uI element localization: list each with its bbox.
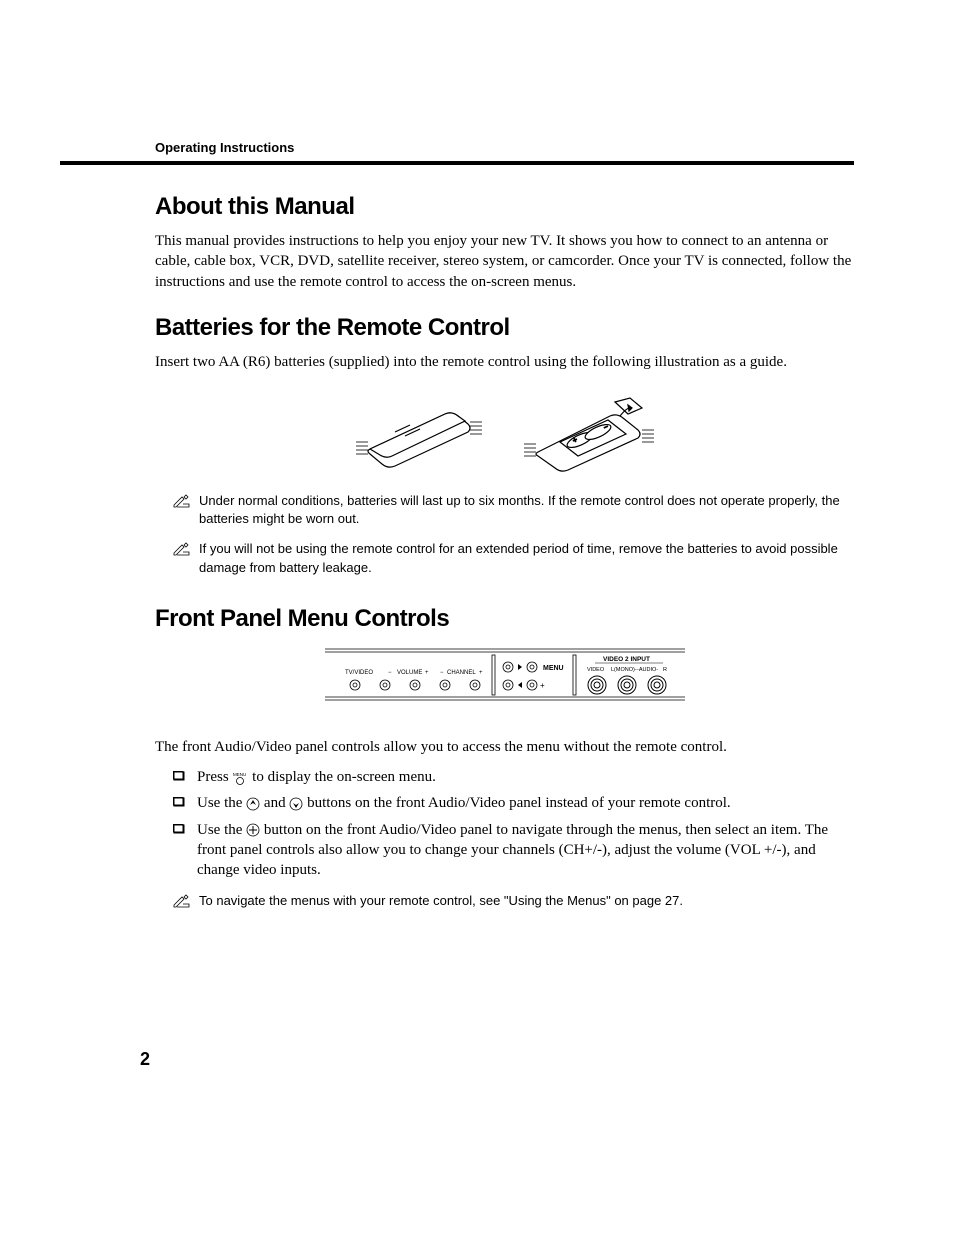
panel-volume-label: VOLUME [397, 670, 422, 676]
panel-tvvideo-label: TV/VIDEO [345, 670, 373, 676]
frontpanel-intro: The front Audio/Video panel controls all… [155, 737, 854, 757]
svg-text:+: + [479, 670, 483, 676]
checkbox-bullet-icon [173, 797, 185, 807]
frontpanel-title: Front Panel Menu Controls [155, 605, 854, 633]
up-arrow-button-icon [246, 797, 260, 811]
batteries-body: Insert two AA (R6) batteries (supplied) … [155, 352, 854, 372]
pencil-note-icon [173, 542, 191, 556]
panel-channel-label: CHANNEL [447, 670, 476, 676]
note-1-text: Under normal conditions, batteries will … [199, 492, 844, 528]
enter-button-icon [246, 823, 260, 837]
list-item-2: Use the and buttons on the front Audio/V… [173, 793, 854, 813]
svg-text:−: − [388, 670, 392, 676]
checkbox-bullet-icon [173, 771, 185, 781]
note-1: Under normal conditions, batteries will … [173, 492, 854, 528]
panel-audio-l-label: L(MONO)- [611, 667, 637, 673]
panel-menu-label: MENU [543, 665, 564, 672]
note-3-text: To navigate the menus with your remote c… [199, 892, 683, 910]
note-2: If you will not be using the remote cont… [173, 540, 854, 576]
item3-text-a: Use the [197, 822, 246, 838]
note-2-text: If you will not be using the remote cont… [199, 540, 844, 576]
remote-closed-icon [350, 394, 490, 474]
pencil-note-icon [173, 894, 191, 908]
panel-video2-label: VIDEO 2 INPUT [603, 656, 650, 663]
panel-audio-label: -AUDIO- [637, 667, 658, 673]
panel-video-label: VIDEO [587, 667, 605, 673]
remote-open-icon: + − [520, 394, 660, 474]
checkbox-bullet-icon [173, 824, 185, 834]
list-item-1: Press MENU to display the on-screen menu… [173, 767, 854, 787]
about-title: About this Manual [155, 193, 854, 221]
page-number: 2 [140, 1049, 150, 1070]
header-rule [60, 161, 854, 165]
item3-text-b: button on the front Audio/Video panel to… [197, 822, 828, 879]
item1-text-b: to display the on-screen menu. [252, 769, 436, 785]
item1-text-a: Press [197, 769, 232, 785]
panel-audio-r-label: R [663, 667, 667, 673]
front-panel-illustration: TV/VIDEO − VOLUME + − CHANNEL + [155, 647, 854, 707]
pencil-note-icon [173, 494, 191, 508]
item2-text-c: buttons on the front Audio/Video panel i… [307, 795, 731, 811]
down-arrow-button-icon [289, 797, 303, 811]
about-body: This manual provides instructions to hel… [155, 231, 854, 292]
list-item-3: Use the button on the front Audio/Video … [173, 820, 854, 881]
page-content: Operating Instructions About this Manual… [0, 0, 954, 982]
svg-text:+: + [540, 681, 545, 690]
menu-button-icon: MENU [232, 771, 248, 785]
item2-text-a: Use the [197, 795, 246, 811]
note-3: To navigate the menus with your remote c… [173, 892, 854, 910]
batteries-title: Batteries for the Remote Control [155, 314, 854, 342]
svg-text:−: − [440, 670, 444, 676]
battery-illustration: + − [155, 394, 854, 474]
svg-text:MENU: MENU [233, 772, 246, 777]
section-header-label: Operating Instructions [155, 140, 854, 155]
item2-text-b: and [264, 795, 289, 811]
svg-text:+: + [425, 670, 429, 676]
